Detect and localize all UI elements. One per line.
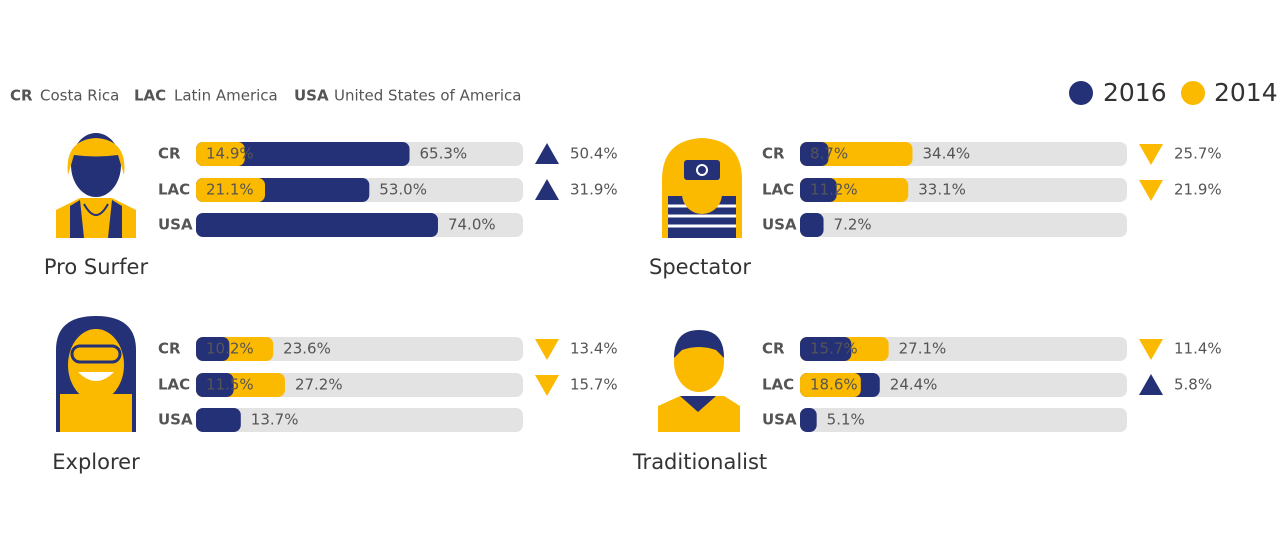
bar-track [800, 373, 1127, 397]
change-arrow [1139, 144, 1163, 165]
bar [800, 337, 852, 361]
category-label: LAC [158, 181, 190, 199]
bar [196, 337, 230, 361]
legend-name: Costa Rica [40, 87, 119, 105]
value-label: 65.3% [420, 145, 468, 163]
value-label: 8.7% [810, 145, 848, 163]
bar [196, 142, 245, 166]
panel-title: Pro Surfer [44, 255, 149, 279]
bar [800, 408, 817, 432]
bar [800, 178, 837, 202]
category-label: CR [158, 145, 181, 163]
value-label: 14.9% [206, 145, 254, 163]
category-label: USA [158, 216, 193, 234]
value-label: 13.7% [251, 411, 299, 429]
category-label: CR [762, 340, 785, 358]
value-label: 27.2% [295, 376, 343, 394]
panel-title: Traditionalist [632, 450, 767, 474]
icon-traditionalist [658, 330, 740, 432]
change-arrow [535, 143, 559, 164]
change-label: 25.7% [1174, 145, 1222, 163]
bar [196, 213, 438, 237]
value-label: 11.2% [810, 181, 858, 199]
panel-title: Explorer [52, 450, 140, 474]
panel-title: Spectator [649, 255, 751, 279]
change-arrow [1139, 180, 1163, 201]
value-label: 23.6% [283, 340, 331, 358]
legend-code: USA [294, 87, 329, 105]
change-label: 15.7% [570, 376, 618, 394]
change-label: 11.4% [1174, 340, 1222, 358]
bar [196, 142, 410, 166]
value-label: 21.1% [206, 181, 254, 199]
legend-name: United States of America [334, 87, 521, 105]
change-arrow [535, 375, 559, 396]
icon-spectator [662, 138, 742, 238]
value-label: 33.1% [918, 181, 966, 199]
change-label: 13.4% [570, 340, 618, 358]
value-label: 74.0% [448, 216, 496, 234]
change-label: 31.9% [570, 181, 618, 199]
bar [800, 373, 861, 397]
change-label: 21.9% [1174, 181, 1222, 199]
value-label: 7.2% [834, 216, 872, 234]
category-label: CR [158, 340, 181, 358]
change-arrow [1139, 339, 1163, 360]
value-label: 27.1% [899, 340, 947, 358]
bar-track [196, 408, 523, 432]
change-label: 50.4% [570, 145, 618, 163]
change-label: 5.8% [1174, 376, 1212, 394]
bar [800, 213, 824, 237]
bar-track [800, 213, 1127, 237]
category-label: USA [158, 411, 193, 429]
legend-label: 2016 [1103, 78, 1167, 107]
value-label: 5.1% [827, 411, 865, 429]
legend-name: Latin America [174, 87, 278, 105]
value-label: 53.0% [379, 181, 427, 199]
icon-pro-surfer [56, 133, 136, 238]
category-label: USA [762, 411, 797, 429]
bar [196, 408, 241, 432]
value-label: 18.6% [810, 376, 858, 394]
bar [196, 178, 265, 202]
bar-track [196, 337, 523, 361]
change-arrow [535, 339, 559, 360]
bar [196, 373, 234, 397]
value-label: 24.4% [890, 376, 938, 394]
category-label: LAC [158, 376, 190, 394]
bar [800, 142, 829, 166]
legend-code: LAC [134, 87, 166, 105]
icon-explorer [56, 316, 136, 432]
category-label: CR [762, 145, 785, 163]
legend-label: 2014 [1214, 78, 1278, 107]
bar-track [800, 408, 1127, 432]
legend-code: CR [10, 87, 33, 105]
value-label: 11.5% [206, 376, 254, 394]
legend-swatch [1069, 81, 1093, 105]
legend-swatch [1181, 81, 1205, 105]
category-label: LAC [762, 376, 794, 394]
change-arrow [535, 179, 559, 200]
value-label: 10.2% [206, 340, 254, 358]
value-label: 34.4% [922, 145, 970, 163]
change-arrow [1139, 374, 1163, 395]
category-label: USA [762, 216, 797, 234]
value-label: 15.7% [810, 340, 858, 358]
category-label: LAC [762, 181, 794, 199]
